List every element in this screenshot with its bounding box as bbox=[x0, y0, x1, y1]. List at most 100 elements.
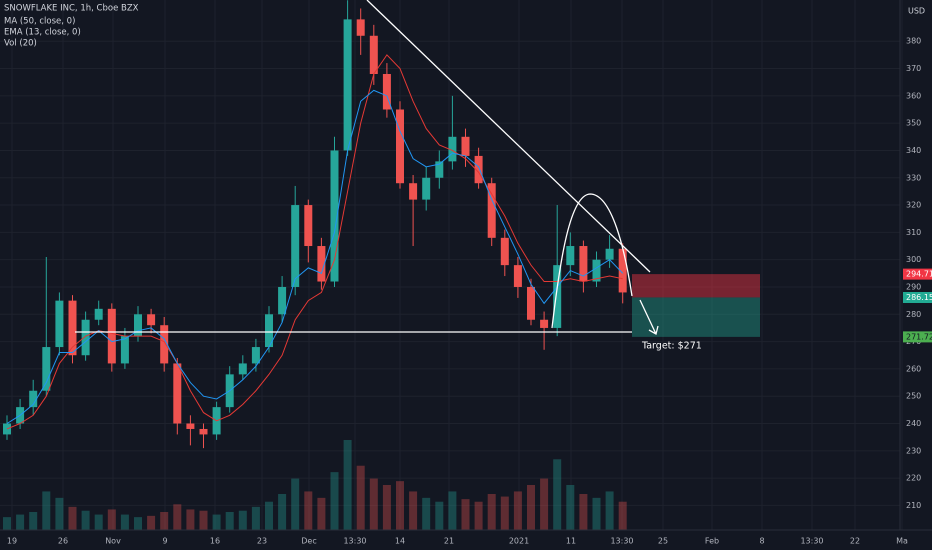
price-label: 286.15 bbox=[906, 293, 932, 302]
volume-bar bbox=[251, 506, 260, 530]
indicator-label: Vol (20) bbox=[4, 39, 37, 49]
y-tick-label: 360 bbox=[906, 91, 921, 100]
volume-bar bbox=[68, 506, 77, 530]
volume-bar bbox=[500, 496, 509, 530]
y-tick-label: 340 bbox=[906, 146, 921, 155]
target-zone bbox=[632, 297, 760, 337]
volume-bar bbox=[422, 497, 431, 530]
candle-body bbox=[605, 248, 614, 260]
volume-bar bbox=[304, 491, 313, 530]
volume-bar bbox=[330, 472, 339, 530]
x-tick-label: 16 bbox=[210, 537, 220, 546]
volume-bar bbox=[278, 494, 287, 530]
volume-bar bbox=[107, 509, 116, 530]
y-tick-label: 330 bbox=[906, 173, 921, 182]
candle-body bbox=[238, 363, 247, 375]
x-tick-label: 11 bbox=[566, 537, 576, 546]
volume-bar bbox=[147, 515, 156, 530]
candle-body bbox=[291, 205, 300, 287]
candle-body bbox=[134, 314, 142, 337]
volume-bar bbox=[186, 509, 195, 530]
candle-body bbox=[540, 319, 549, 328]
candle-body bbox=[618, 248, 627, 293]
indicator-label: EMA (13, close, 0) bbox=[4, 28, 81, 38]
trendline bbox=[366, 0, 651, 273]
candle-body bbox=[265, 314, 273, 348]
candle-body bbox=[94, 308, 103, 320]
candle-body bbox=[107, 308, 116, 364]
volume-bar bbox=[94, 514, 103, 530]
volume-bar bbox=[487, 494, 496, 530]
volume-bar bbox=[55, 497, 64, 530]
y-tick-label: 280 bbox=[906, 310, 921, 319]
volume-bar bbox=[225, 512, 234, 530]
candle-body bbox=[304, 205, 313, 247]
candle-body bbox=[356, 19, 365, 36]
candle-body bbox=[120, 336, 129, 364]
x-tick-label: 13:30 bbox=[343, 537, 366, 546]
volume-bar bbox=[238, 510, 247, 530]
volume-bar bbox=[579, 494, 588, 530]
y-tick-label: 210 bbox=[906, 501, 921, 510]
candle-body bbox=[435, 161, 444, 178]
y-tick-label: 290 bbox=[906, 282, 921, 291]
candle-body bbox=[199, 428, 208, 435]
candle-body bbox=[566, 246, 575, 266]
x-tick-label: 23 bbox=[257, 537, 267, 546]
candle-body bbox=[278, 286, 287, 315]
volume-bar bbox=[605, 491, 614, 530]
candle-body bbox=[579, 246, 588, 282]
x-tick-label: 19 bbox=[7, 537, 17, 546]
x-tick-label: Ma bbox=[896, 537, 908, 546]
y-tick-label: 300 bbox=[906, 255, 921, 264]
price-label: 271.72 bbox=[906, 332, 932, 341]
volume-bar bbox=[29, 512, 38, 530]
price-label-bg bbox=[903, 331, 932, 343]
x-tick-label: Nov bbox=[105, 537, 121, 546]
candle-body bbox=[42, 347, 51, 391]
volume-bar bbox=[42, 491, 51, 530]
candle-body bbox=[173, 363, 182, 424]
x-tick-label: Dec bbox=[301, 537, 316, 546]
volume-bar bbox=[81, 510, 90, 530]
target-note: Target: $271 bbox=[641, 341, 702, 352]
volume-bar bbox=[540, 478, 549, 530]
volume-bar bbox=[553, 459, 562, 530]
volume-bar bbox=[120, 514, 129, 530]
volume-bar bbox=[592, 497, 601, 530]
indicator-line bbox=[6, 54, 623, 430]
volume-bar bbox=[513, 491, 522, 530]
candle-body bbox=[527, 286, 535, 320]
y-tick-label: 320 bbox=[906, 201, 921, 210]
candle-body bbox=[513, 265, 522, 287]
volume-bar bbox=[396, 481, 404, 530]
candle-body bbox=[500, 237, 509, 266]
x-tick-label: 21 bbox=[444, 537, 454, 546]
candle-body bbox=[160, 325, 169, 364]
volume-bar bbox=[173, 504, 182, 530]
candle-body bbox=[317, 246, 326, 282]
x-tick-label: 2021 bbox=[509, 537, 529, 546]
volume-bar bbox=[382, 485, 391, 530]
x-tick-label: Feb bbox=[705, 537, 719, 546]
volume-bar bbox=[448, 491, 457, 530]
volume-bar bbox=[369, 478, 378, 530]
arrow bbox=[639, 299, 659, 335]
candle-body bbox=[448, 136, 457, 162]
y-tick-label: 250 bbox=[906, 392, 921, 401]
y-tick-label: 220 bbox=[906, 474, 921, 483]
candle-body bbox=[68, 300, 77, 356]
volume-bar bbox=[356, 465, 365, 530]
candle-body bbox=[251, 347, 260, 364]
y-tick-label: 230 bbox=[906, 446, 921, 455]
candle-body bbox=[592, 259, 601, 282]
volume-bar bbox=[343, 440, 352, 530]
x-tick-label: 13:30 bbox=[610, 537, 633, 546]
candle-body bbox=[396, 109, 404, 184]
candle-body bbox=[147, 314, 156, 326]
candle-body bbox=[343, 19, 352, 151]
y-tick-label: 260 bbox=[906, 364, 921, 373]
x-tick-label: 26 bbox=[58, 537, 68, 546]
